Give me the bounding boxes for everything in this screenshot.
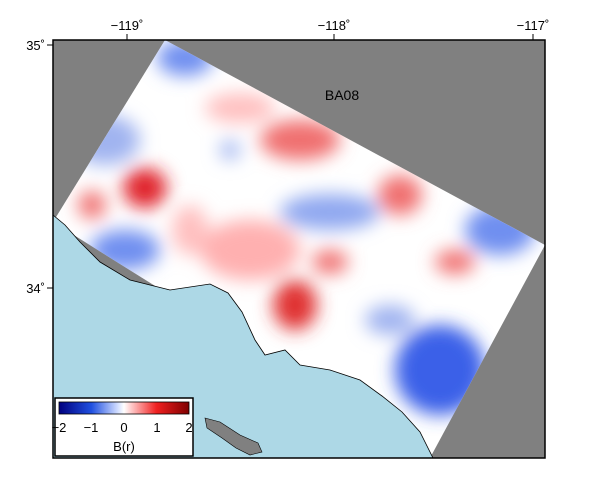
x-tick-label: −119˚ [111, 18, 144, 33]
colorbar-tick: −2 [52, 420, 67, 435]
map-frame [52, 39, 546, 459]
colorbar-label: B(r) [113, 439, 135, 454]
x-tick-label: −117˚ [517, 18, 550, 33]
x-tick-label: −118˚ [318, 18, 351, 33]
colorbar-tick: 0 [120, 420, 127, 435]
colorbar-tick: 1 [153, 420, 160, 435]
colorbar-tick: −1 [84, 420, 99, 435]
island [204, 417, 263, 456]
colorbar-tick: 2 [185, 420, 192, 435]
model-label: BA08 [325, 87, 359, 103]
y-tick-label: 34˚ [26, 281, 45, 296]
y-tick-label: 35˚ [26, 38, 45, 53]
tick-marks [47, 34, 534, 289]
colorbar: −2 −1 0 1 2 B(r) [52, 397, 194, 457]
